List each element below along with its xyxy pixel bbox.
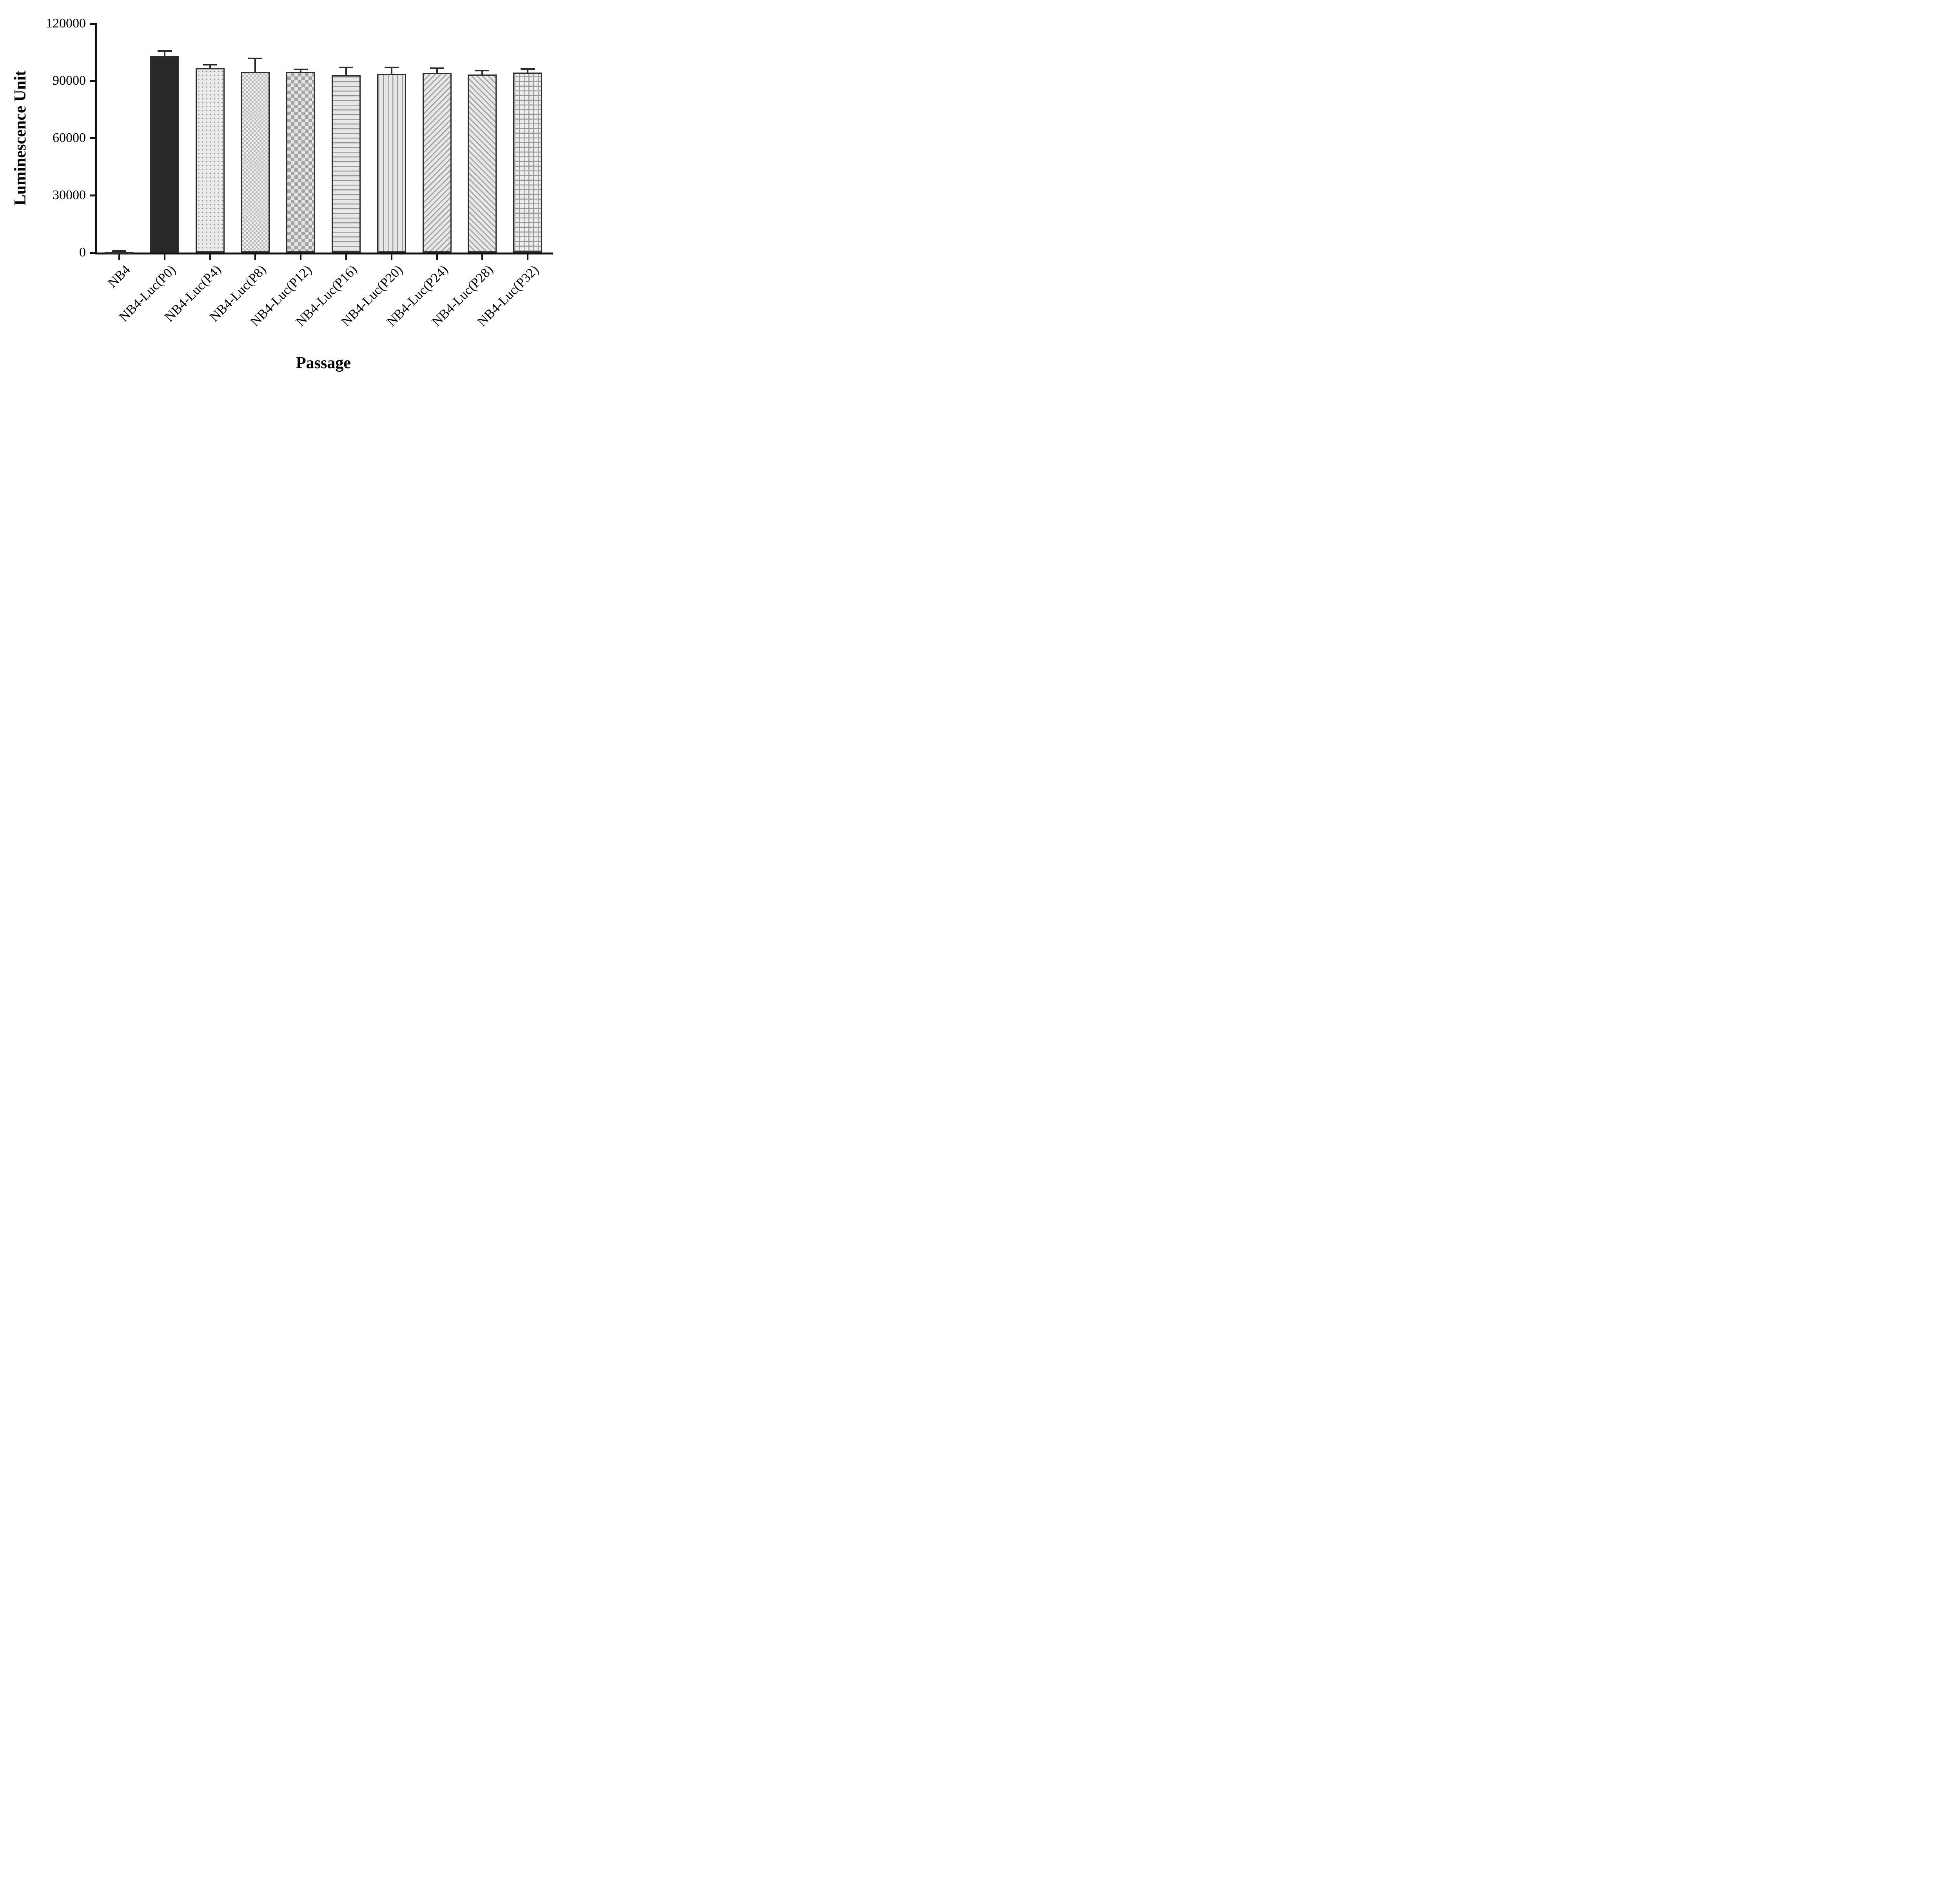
x-tick-mark bbox=[118, 254, 120, 260]
bar bbox=[513, 72, 543, 253]
error-bar-stem bbox=[527, 69, 529, 74]
y-tick-label: 120000 bbox=[46, 16, 86, 31]
error-bar-stem bbox=[390, 67, 392, 75]
error-bar-cap bbox=[248, 57, 263, 59]
bar-chart-figure: Luminescence Unit Passage 0 30000 60000 900… bbox=[0, 0, 561, 377]
x-axis-category-label: NB4 bbox=[105, 262, 133, 291]
bar bbox=[150, 56, 179, 253]
error-bar-stem bbox=[254, 58, 256, 73]
error-bar-stem bbox=[345, 67, 347, 77]
bar bbox=[468, 74, 497, 253]
bar bbox=[331, 75, 361, 253]
x-tick-mark bbox=[345, 254, 347, 260]
x-axis-title: Passage bbox=[296, 354, 351, 372]
bar bbox=[377, 73, 406, 253]
x-tick-mark bbox=[390, 254, 392, 260]
bar bbox=[286, 71, 316, 253]
error-bar-cap bbox=[112, 250, 126, 252]
x-tick-mark bbox=[481, 254, 483, 260]
error-bar-cap bbox=[203, 64, 217, 66]
error-bar-stem bbox=[209, 65, 211, 69]
y-tick-label: 60000 bbox=[53, 131, 86, 145]
x-tick-mark bbox=[436, 254, 438, 260]
y-tick-mark bbox=[90, 252, 96, 254]
bar bbox=[104, 251, 134, 254]
error-bar-stem bbox=[436, 68, 438, 74]
error-bar-cap bbox=[430, 67, 444, 69]
x-tick-mark bbox=[163, 254, 165, 260]
y-tick-mark bbox=[90, 194, 96, 196]
error-bar-cap bbox=[521, 68, 535, 70]
x-axis-line bbox=[95, 253, 553, 254]
x-tick-mark bbox=[209, 254, 211, 260]
y-tick-label: 0 bbox=[79, 245, 86, 260]
x-tick-mark bbox=[254, 254, 256, 260]
error-bar-cap bbox=[339, 66, 353, 68]
y-tick-label: 90000 bbox=[53, 73, 86, 88]
x-tick-mark bbox=[527, 254, 529, 260]
error-bar-stem bbox=[300, 69, 302, 73]
y-tick-mark bbox=[90, 137, 96, 139]
y-tick-mark bbox=[90, 80, 96, 82]
error-bar-cap bbox=[475, 69, 490, 71]
bar bbox=[422, 73, 452, 253]
y-tick-label: 30000 bbox=[53, 188, 86, 202]
y-axis-title: Luminescence Unit bbox=[11, 70, 29, 206]
x-tick-mark bbox=[300, 254, 302, 260]
error-bar-cap bbox=[157, 50, 172, 52]
error-bar-stem bbox=[481, 70, 483, 76]
bar bbox=[241, 72, 270, 253]
error-bar-cap bbox=[294, 68, 308, 70]
y-tick-mark bbox=[90, 23, 96, 25]
bar bbox=[195, 68, 225, 253]
error-bar-cap bbox=[384, 66, 399, 68]
error-bar-stem bbox=[163, 51, 165, 57]
